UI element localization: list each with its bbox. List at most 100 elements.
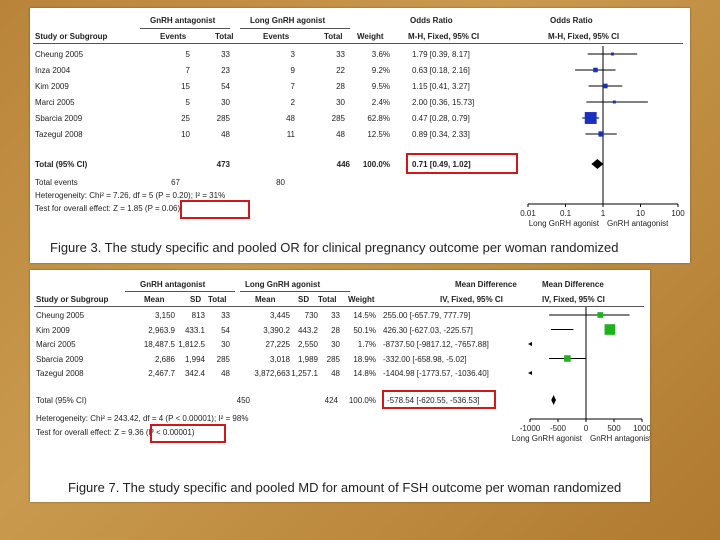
- events2-value: 9: [290, 66, 295, 75]
- point-estimate: [604, 324, 616, 335]
- x-tick-label: 0.1: [560, 209, 572, 218]
- weight-col-header: Weight: [357, 32, 384, 41]
- p-value-highlight: [150, 424, 226, 443]
- sd1-col-header: SD: [190, 295, 202, 304]
- mean-difference-table: GnRH antagonist Long GnRH agonist Mean D…: [30, 270, 650, 475]
- total1-value: 48: [221, 130, 230, 139]
- mean2-value: 27,225: [265, 340, 290, 349]
- group-exp-header: GnRH antagonist: [140, 280, 206, 289]
- total2: 424: [324, 396, 338, 405]
- figure-7-panel: GnRH antagonist Long GnRH agonist Mean D…: [30, 270, 650, 502]
- weight-value: 12.5%: [367, 130, 390, 139]
- sd2-value: 2,550: [297, 340, 318, 349]
- total2-value: 30: [331, 340, 340, 349]
- method-col-header-right: M-H, Fixed, 95% CI: [548, 32, 620, 41]
- weight-value: 50.1%: [353, 325, 376, 335]
- study-name: Cheung 2005: [35, 50, 84, 59]
- sd2-col-header: SD: [298, 295, 310, 304]
- method-col-header-left: M-H, Fixed, 95% CI: [408, 32, 480, 41]
- ci-value: 0.63 [0.18, 2.16]: [412, 66, 470, 75]
- odds-ratio-header-left: Odds Ratio: [410, 16, 453, 25]
- ci-value: -1404.98 [-1773.57, -1036.40]: [383, 369, 489, 378]
- total1-col-header: Total: [208, 295, 227, 304]
- study-name: Tazegul 2008: [35, 130, 83, 139]
- total2-value: 28: [331, 325, 340, 335]
- overall-effect: Test for overall effect: Z = 1.85 (P = 0…: [35, 204, 180, 213]
- sd2-value: 1,257.1: [291, 369, 318, 378]
- weight-col-header: Weight: [348, 295, 375, 304]
- x-tick-label: 10: [636, 209, 645, 218]
- total-label: Total (95% CI): [36, 396, 87, 405]
- total1-value: 30: [221, 98, 230, 107]
- events2-value: 11: [286, 130, 295, 139]
- overall-effect: Test for overall effect: Z = 9.36 (P < 0…: [36, 428, 194, 437]
- odds-ratio-table: GnRH antagonist Long GnRH agonist Odds R…: [30, 8, 690, 238]
- total-events1: 67: [171, 178, 180, 187]
- weight-value: 62.8%: [367, 114, 390, 123]
- x-tick-label: 500: [607, 424, 621, 433]
- ci-value: 426.30 [-627.03, -225.57]: [383, 325, 473, 335]
- events1-value: 5: [185, 98, 190, 107]
- events2-value: 7: [290, 82, 295, 91]
- offscale-arrow: [528, 342, 532, 346]
- total1-value: 23: [221, 66, 230, 75]
- total-label: Total (95% CI): [35, 160, 88, 169]
- total-ci: -578.54 [-620.55, -536.53]: [387, 396, 480, 405]
- point-estimate: [593, 67, 598, 73]
- mean2-col-header: Mean: [255, 295, 276, 304]
- x-tick-label: -1000: [520, 424, 541, 433]
- weight-value: 2.4%: [371, 98, 390, 107]
- weight-value: 18.9%: [353, 354, 376, 364]
- method-col-header-left: IV, Fixed, 95% CI: [440, 295, 503, 304]
- x-tick-label: 1000: [633, 424, 650, 433]
- figure-3-caption: Figure 3. The study specific and pooled …: [50, 240, 619, 255]
- x-tick-label: 0: [584, 424, 589, 433]
- events1-value: 7: [185, 66, 190, 75]
- mean2-value: 3,872,663: [254, 369, 290, 378]
- sd2-value: 730: [304, 311, 318, 320]
- study-name: Marci 2005: [36, 340, 76, 349]
- total1-value: 54: [221, 82, 230, 91]
- study-col-header: Study or Subgroup: [35, 32, 108, 41]
- total2-value: 33: [331, 311, 340, 320]
- axis-left-label: Long GnRH agonist: [529, 219, 600, 228]
- axis-right-label: GnRH antagonist: [590, 434, 650, 443]
- odds-ratio-header-right: Odds Ratio: [550, 16, 593, 25]
- pooled-ci-highlight: [406, 153, 518, 174]
- point-estimate: [610, 52, 614, 56]
- point-estimate: [564, 355, 571, 362]
- overall-effect-z: Test for overall effect: Z = 9.36: [36, 428, 144, 437]
- overall-effect-p: (P = 0.06): [144, 204, 181, 213]
- sd2-value: 1,989: [297, 354, 318, 364]
- ci-value: 1.15 [0.41, 3.27]: [412, 82, 470, 91]
- total1-value: 33: [221, 50, 230, 59]
- events1-col-header: Events: [160, 32, 187, 41]
- ci-value: 0.89 [0.34, 2.33]: [412, 130, 470, 139]
- p-value-highlight: [180, 200, 250, 219]
- study-col-header: Study or Subgroup: [36, 295, 109, 304]
- events2-value: 48: [286, 114, 295, 123]
- total-ci: 0.71 [0.49, 1.02]: [412, 160, 471, 169]
- overall-effect-p: (P < 0.00001): [145, 428, 195, 437]
- total1: 473: [216, 160, 230, 169]
- total1-value: 285: [216, 114, 230, 123]
- study-name: Sbarcia 2009: [35, 114, 83, 123]
- point-estimate: [612, 100, 616, 104]
- study-name: Kim 2009: [35, 82, 69, 91]
- point-estimate: [584, 112, 597, 124]
- total2-value: 285: [326, 354, 340, 364]
- group-ctl-header: Long GnRH agonist: [250, 16, 326, 25]
- x-tick-label: -500: [550, 424, 567, 433]
- overall-effect-z: Test for overall effect: Z = 1.85: [35, 204, 143, 213]
- ci-value: 0.47 [0.28, 0.79]: [412, 114, 470, 123]
- weight-value: 9.5%: [371, 82, 390, 91]
- pooled-ci-highlight: [382, 390, 496, 409]
- sd1-value: 342.4: [184, 369, 205, 378]
- heterogeneity: Heterogeneity: Chi² = 7.26, df = 5 (P = …: [35, 191, 226, 200]
- weight-value: 3.6%: [371, 50, 390, 59]
- ci-value: 2.00 [0.36, 15.73]: [412, 98, 475, 107]
- sd1-value: 813: [191, 311, 205, 320]
- weight-value: 9.2%: [371, 66, 390, 75]
- total2-value: 22: [336, 66, 345, 75]
- events2-value: 3: [290, 50, 295, 59]
